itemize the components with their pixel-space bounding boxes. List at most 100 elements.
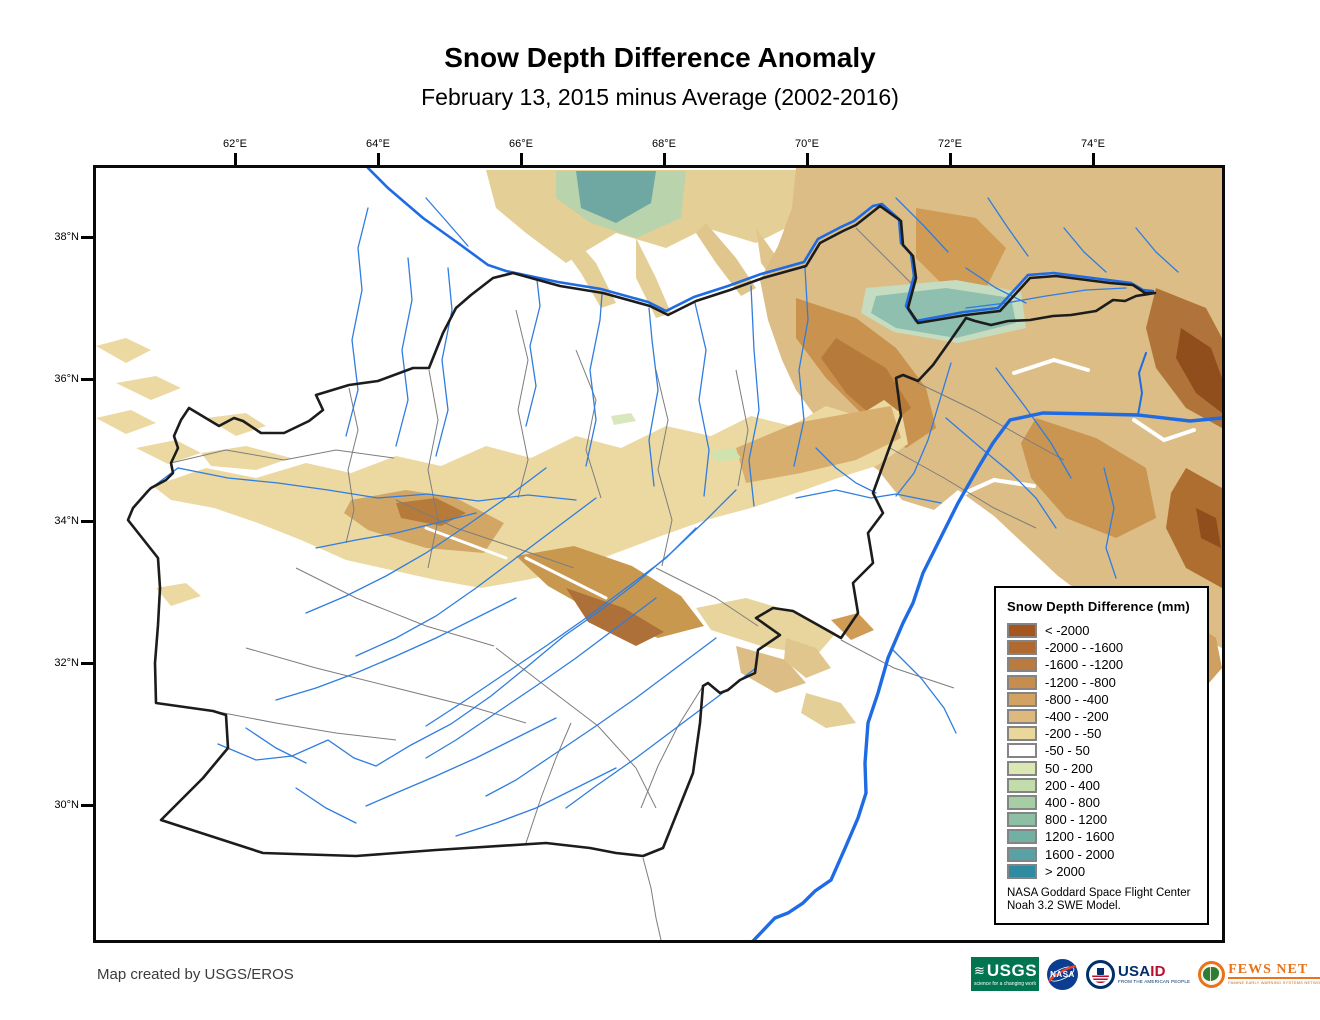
legend-swatch bbox=[1007, 846, 1037, 862]
longitude-tick bbox=[520, 153, 523, 165]
legend-label: 400 - 800 bbox=[1045, 794, 1100, 810]
latitude-tick bbox=[81, 378, 93, 381]
fewsnet-rule bbox=[1228, 977, 1320, 979]
longitude-label: 70°E bbox=[795, 138, 819, 150]
map-subtitle: February 13, 2015 minus Average (2002-20… bbox=[421, 84, 899, 110]
legend-swatch bbox=[1007, 812, 1037, 828]
legend-label: -50 - 50 bbox=[1045, 743, 1090, 759]
legend-swatch bbox=[1007, 640, 1037, 656]
legend-label: -1200 - -800 bbox=[1045, 674, 1116, 690]
usaid-tagline: FROM THE AMERICAN PEOPLE bbox=[1118, 978, 1191, 984]
map-legend: Snow Depth Difference (mm) < -2000 -2000 … bbox=[994, 586, 1209, 925]
legend-swatch bbox=[1007, 760, 1037, 776]
map-title: Snow Depth Difference Anomaly bbox=[444, 42, 876, 73]
legend-label: 1600 - 2000 bbox=[1045, 846, 1115, 862]
legend-note: NASA Goddard Space Flight Center Noah 3.… bbox=[1007, 887, 1201, 914]
legend-label: 200 - 400 bbox=[1045, 777, 1100, 793]
legend-swatch bbox=[1007, 863, 1037, 879]
legend-row: 50 - 200 bbox=[1007, 760, 1201, 777]
legend-row: 800 - 1200 bbox=[1007, 811, 1201, 828]
legend-swatch bbox=[1007, 709, 1037, 725]
legend-row: 1200 - 1600 bbox=[1007, 828, 1201, 845]
rivers-layer bbox=[153, 197, 1179, 837]
fewsnet-name: FEWS NET bbox=[1228, 962, 1309, 977]
legend-row: 1600 - 2000 bbox=[1007, 845, 1201, 862]
latitude-label: 34°N bbox=[54, 515, 79, 527]
legend-swatch bbox=[1007, 726, 1037, 742]
nasa-name: NASA bbox=[1050, 969, 1075, 979]
legend-row: -50 - 50 bbox=[1007, 742, 1201, 759]
legend-label: 800 - 1200 bbox=[1045, 812, 1108, 828]
usgs-name: USGS bbox=[986, 961, 1038, 980]
legend-title: Snow Depth Difference (mm) bbox=[1007, 599, 1190, 614]
usgs-wave-icon: ≋ bbox=[974, 963, 985, 978]
legend-row: -1200 - -800 bbox=[1007, 674, 1201, 691]
longitude-label: 64°E bbox=[366, 138, 390, 150]
nasa-swoosh-icon bbox=[1048, 964, 1077, 982]
legend-note-line2: Noah 3.2 SWE Model. bbox=[1007, 900, 1121, 913]
latitude-tick bbox=[81, 236, 93, 239]
legend-row: -200 - -50 bbox=[1007, 725, 1201, 742]
terrain-layer bbox=[96, 168, 1222, 728]
legend-row: 200 - 400 bbox=[1007, 777, 1201, 794]
afghanistan-border bbox=[126, 204, 1157, 858]
longitude-tick bbox=[234, 153, 237, 165]
longitude-label: 68°E bbox=[652, 138, 676, 150]
map-credit: Map created by USGS/EROS bbox=[97, 966, 294, 983]
legend-row: > 2000 bbox=[1007, 863, 1201, 880]
latitude-label: 32°N bbox=[54, 657, 79, 669]
usaid-name: USAID bbox=[1118, 962, 1166, 980]
fewsnet-globe-icon bbox=[1198, 960, 1226, 988]
map-canvas bbox=[96, 168, 1222, 940]
legend-swatch bbox=[1007, 623, 1037, 639]
longitude-label: 74°E bbox=[1081, 138, 1105, 150]
legend-row: -400 - -200 bbox=[1007, 708, 1201, 725]
latitude-tick bbox=[81, 520, 93, 523]
longitude-label: 66°E bbox=[509, 138, 533, 150]
fewsnet-tagline: FAMINE EARLY WARNING SYSTEMS NETWORK bbox=[1228, 980, 1320, 985]
legend-label: -2000 - -1600 bbox=[1045, 640, 1124, 656]
legend-label: -1600 - -1200 bbox=[1045, 657, 1124, 673]
latitude-tick bbox=[81, 662, 93, 665]
fewsnet-logo: FEWS NET FAMINE EARLY WARNING SYSTEMS NE… bbox=[1198, 960, 1320, 988]
major-rivers bbox=[366, 168, 1222, 940]
legend-swatch bbox=[1007, 657, 1037, 673]
longitude-label: 62°E bbox=[223, 138, 247, 150]
admin-boundaries bbox=[170, 227, 1065, 940]
legend-row: -1600 - -1200 bbox=[1007, 656, 1201, 673]
legend-row: 400 - 800 bbox=[1007, 794, 1201, 811]
longitude-tick bbox=[377, 153, 380, 165]
latitude-label: 30°N bbox=[54, 799, 79, 811]
legend-label: > 2000 bbox=[1045, 863, 1086, 879]
legend-swatch bbox=[1007, 674, 1037, 690]
legend-label: -200 - -50 bbox=[1045, 726, 1102, 742]
legend-label: 1200 - 1600 bbox=[1045, 829, 1115, 845]
usaid-seal-icon bbox=[1086, 959, 1115, 989]
longitude-tick bbox=[949, 153, 952, 165]
legend-swatch bbox=[1007, 743, 1037, 759]
longitude-label: 72°E bbox=[938, 138, 962, 150]
legend-swatch bbox=[1007, 829, 1037, 845]
legend-swatch bbox=[1007, 691, 1037, 707]
legend-rows: < -2000 -2000 - -1600 -1600 - -1200 -1200 -… bbox=[1007, 622, 1201, 880]
legend-label: < -2000 bbox=[1045, 623, 1090, 639]
nasa-logo: NASA bbox=[1047, 958, 1078, 990]
longitude-tick bbox=[806, 153, 809, 165]
longitude-tick bbox=[1092, 153, 1095, 165]
legend-label: -800 - -400 bbox=[1045, 691, 1109, 707]
legend-row: -2000 - -1600 bbox=[1007, 639, 1201, 656]
usgs-logo: ≋ USGS science for a changing world bbox=[971, 957, 1039, 991]
legend-label: -400 - -200 bbox=[1045, 709, 1109, 725]
usgs-tagline: science for a changing world bbox=[974, 981, 1036, 987]
latitude-label: 36°N bbox=[54, 373, 79, 385]
legend-row: -800 - -400 bbox=[1007, 691, 1201, 708]
legend-swatch bbox=[1007, 794, 1037, 810]
logos-row: ≋ USGS science for a changing world NASA… bbox=[971, 954, 1320, 994]
legend-row: < -2000 bbox=[1007, 622, 1201, 639]
legend-label: 50 - 200 bbox=[1045, 760, 1093, 776]
latitude-label: 38°N bbox=[54, 231, 79, 243]
latitude-tick bbox=[81, 804, 93, 807]
legend-note-line1: NASA Goddard Space Flight Center bbox=[1007, 886, 1191, 899]
usaid-logo: USAID FROM THE AMERICAN PEOPLE bbox=[1086, 959, 1191, 989]
